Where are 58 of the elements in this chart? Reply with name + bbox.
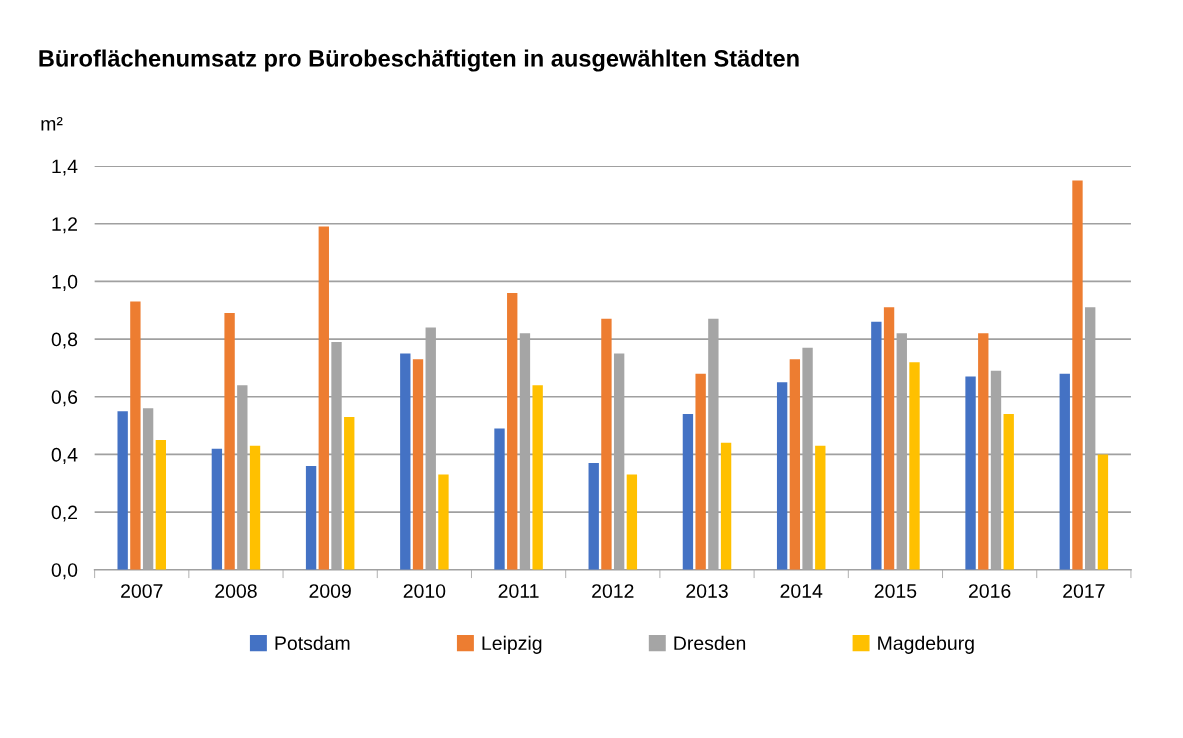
bar (965, 376, 976, 570)
bar (130, 301, 141, 570)
bar (883, 307, 895, 570)
bar (1003, 414, 1014, 570)
chart-title: Büroflächenumsatz pro Bürobeschäftigten in ausgewählten Städten (39, 49, 799, 72)
x-tick-label: 2015 (874, 584, 917, 598)
bar (211, 448, 223, 570)
bar (815, 445, 826, 570)
bar (1072, 180, 1083, 570)
y-tick-label: 1,4 (52, 159, 78, 176)
legend-label: Leipzig (482, 635, 542, 654)
x-tick-label: 2013 (686, 584, 728, 598)
x-tick-label: 2007 (121, 584, 163, 598)
bar (1097, 454, 1109, 570)
bar (532, 385, 543, 570)
x-tick-label: 2016 (968, 584, 1011, 598)
bar (601, 318, 612, 570)
legend-label: Potsdam (275, 635, 350, 651)
bar (318, 226, 329, 570)
y-tick-label: 0,2 (51, 505, 77, 522)
bar (626, 474, 638, 570)
bar (494, 428, 505, 570)
bar (909, 362, 920, 570)
bar (789, 359, 801, 570)
bar (682, 414, 694, 570)
bar (155, 439, 166, 570)
x-tick-label: 2010 (403, 584, 446, 598)
y-tick-label: 0,0 (51, 563, 78, 580)
bar (720, 442, 732, 570)
bar (871, 321, 882, 570)
x-tick-label: 2011 (498, 584, 539, 598)
bar (400, 353, 411, 570)
y-axis-title: m² (41, 117, 63, 131)
bar (1059, 373, 1070, 570)
bar (224, 313, 235, 570)
bar (507, 292, 518, 570)
bar (344, 416, 355, 570)
y-tick-label: 1,2 (52, 217, 77, 234)
bar (695, 373, 706, 570)
y-tick-label: 0,8 (51, 332, 78, 349)
bar (978, 333, 989, 570)
bar (249, 445, 261, 570)
bar (412, 359, 424, 570)
y-tick-label: 0,4 (51, 447, 78, 464)
bar (117, 411, 128, 570)
bar (776, 382, 788, 570)
y-tick-label: 1,0 (52, 274, 78, 291)
legend-label: Dresden (674, 635, 746, 651)
x-tick-label: 2017 (1063, 584, 1105, 598)
x-tick-label: 2012 (592, 584, 634, 598)
legend-label: Magdeburg (878, 635, 974, 654)
x-tick-label: 2009 (309, 584, 351, 598)
bar (438, 474, 449, 570)
bar (305, 465, 317, 570)
bar (588, 463, 599, 570)
y-tick-label: 0,6 (51, 390, 78, 407)
x-tick-label: 2014 (780, 584, 823, 598)
x-tick-label: 2008 (215, 584, 257, 598)
